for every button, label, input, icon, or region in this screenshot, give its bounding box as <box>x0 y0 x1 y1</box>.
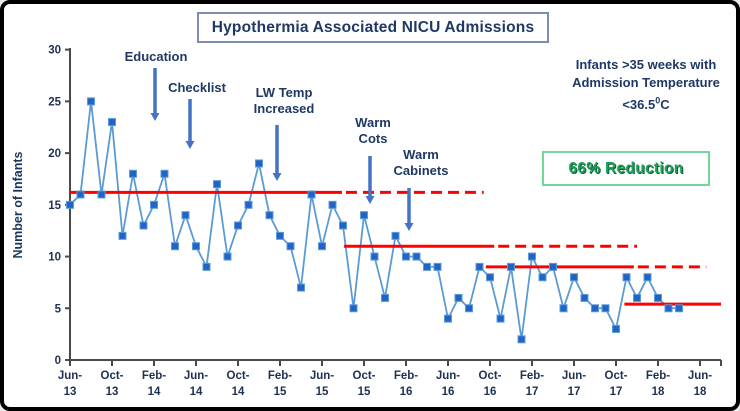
svg-text:13: 13 <box>106 386 119 398</box>
reduction-badge: 66% Reduction <box>542 151 710 186</box>
svg-text:15: 15 <box>316 386 329 398</box>
annotation-education-label: Education <box>124 49 188 64</box>
note-line-1: Infants >35 weeks with <box>575 57 717 72</box>
annotation-lw-temp: LW Temp Increased <box>253 85 315 116</box>
annotation-checklist-label: Checklist <box>168 80 226 95</box>
svg-text:16: 16 <box>400 386 413 398</box>
svg-text:17: 17 <box>526 386 539 398</box>
svg-text:25: 25 <box>48 96 61 108</box>
measure-definition-note: Infants >35 weeks with Admission Tempera… <box>552 56 736 114</box>
reduction-badge-text: 66% Reduction <box>568 159 684 177</box>
svg-text:Feb-: Feb- <box>520 370 544 382</box>
svg-text:10: 10 <box>48 252 61 264</box>
svg-text:Oct-: Oct- <box>101 370 124 382</box>
svg-text:14: 14 <box>190 386 203 398</box>
svg-text:Jun-: Jun- <box>184 370 208 382</box>
annotation-education: Education <box>125 49 188 65</box>
svg-text:17: 17 <box>610 386 623 398</box>
svg-text:Oct-: Oct- <box>353 370 376 382</box>
svg-text:Oct-: Oct- <box>605 370 628 382</box>
svg-text:Jun-: Jun- <box>58 370 82 382</box>
svg-text:Jun-: Jun- <box>310 370 334 382</box>
svg-text:30: 30 <box>48 45 61 57</box>
annotation-checklist: Checklist <box>168 80 226 96</box>
svg-text:Jun-: Jun- <box>688 370 712 382</box>
svg-text:14: 14 <box>148 386 161 398</box>
annotation-warm-cots: Warm Cots <box>355 115 391 146</box>
svg-text:18: 18 <box>694 386 707 398</box>
chart-title-box: Hypothermia Associated NICU Admissions <box>197 12 549 43</box>
svg-text:16: 16 <box>442 386 455 398</box>
note-line-3: <36.50C <box>622 96 670 113</box>
svg-text:14: 14 <box>232 386 245 398</box>
annotation-warm-cabinets: Warm Cabinets <box>393 147 449 178</box>
svg-text:13: 13 <box>64 386 77 398</box>
svg-text:Feb-: Feb- <box>394 370 418 382</box>
svg-text:5: 5 <box>55 303 62 315</box>
svg-text:18: 18 <box>652 386 665 398</box>
svg-text:Feb-: Feb- <box>646 370 670 382</box>
svg-text:20: 20 <box>48 148 61 160</box>
svg-text:15: 15 <box>358 386 371 398</box>
svg-text:16: 16 <box>484 386 497 398</box>
note-line-2: Admission Temperature <box>572 75 720 90</box>
svg-text:Feb-: Feb- <box>268 370 292 382</box>
svg-text:Oct-: Oct- <box>227 370 250 382</box>
svg-text:Jun-: Jun- <box>562 370 586 382</box>
svg-text:Feb-: Feb- <box>142 370 166 382</box>
svg-text:15: 15 <box>48 200 61 212</box>
svg-text:Oct-: Oct- <box>479 370 502 382</box>
svg-text:15: 15 <box>274 386 287 398</box>
y-axis-title: Number of Infants <box>11 151 25 259</box>
run-chart-canvas: 0 5 10 15 20 25 30 Jun- 13 Oct- 13 Feb- 14 Jun- 14 Oct-… <box>48 45 722 398</box>
svg-text:Jun-: Jun- <box>436 370 460 382</box>
svg-text:0: 0 <box>55 355 61 367</box>
svg-text:17: 17 <box>568 386 581 398</box>
chart-title: Hypothermia Associated NICU Admissions <box>211 18 535 36</box>
